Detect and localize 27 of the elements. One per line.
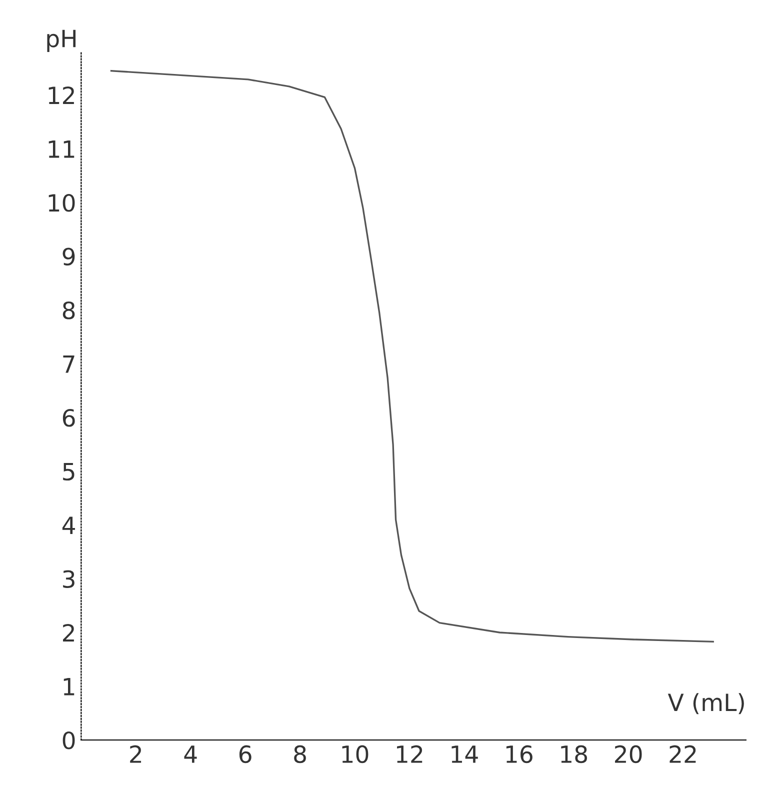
y-axis-title: pH <box>47 30 76 52</box>
x-tick-label: 4 <box>184 746 197 763</box>
y-tick-label: 8 <box>62 301 75 320</box>
x-tick-label: 2 <box>130 745 142 763</box>
x-tick-label: 12 <box>397 745 422 763</box>
y-tick-label: 5 <box>63 463 74 481</box>
y-tick-label: 2 <box>63 624 74 642</box>
y-tick-label: 7 <box>63 356 74 373</box>
x-tick-label: 18 <box>561 745 587 764</box>
x-tick-label: 8 <box>294 745 306 764</box>
x-tick-label: 16 <box>506 745 532 764</box>
y-tick-label: 1 <box>64 678 74 696</box>
y-tick-label: 10 <box>48 194 75 212</box>
y-tick-label: 9 <box>62 248 75 266</box>
x-tick-label: 6 <box>239 745 252 764</box>
x-tick-label: 14 <box>452 746 478 763</box>
x-tick-label: 10 <box>342 745 368 764</box>
y-tick-label: 6 <box>62 408 75 427</box>
y-tick-label: 12 <box>48 86 74 104</box>
line-series <box>110 70 714 642</box>
x-axis-title: V (mL) <box>668 693 744 714</box>
x-tick-label: 20 <box>615 745 642 764</box>
y-tick-label: 4 <box>62 516 75 534</box>
y-tick-label: 0 <box>62 731 75 750</box>
y-tick-label: 3 <box>63 570 74 588</box>
y-tick-label: 11 <box>48 140 74 158</box>
x-tick-label: 22 <box>670 745 696 763</box>
